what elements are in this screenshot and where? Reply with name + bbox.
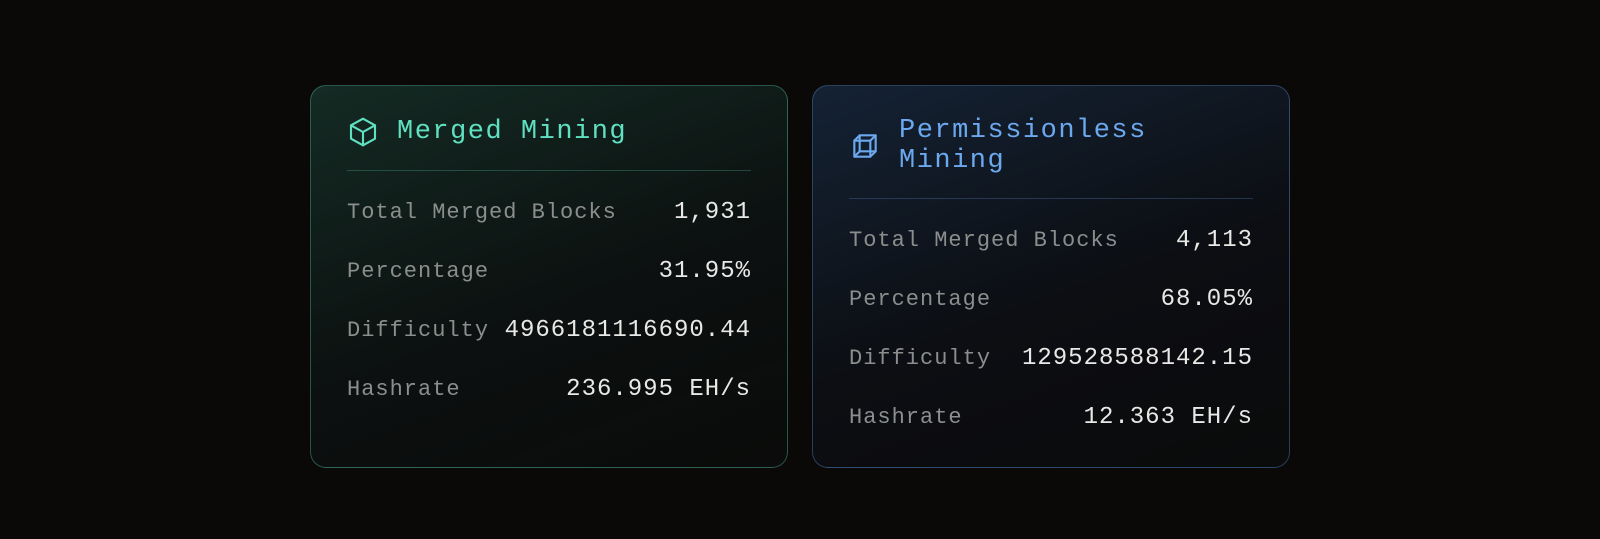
stat-label: Percentage (347, 259, 489, 284)
stat-label: Hashrate (347, 377, 461, 402)
stat-value: 129528588142.15 (1022, 345, 1253, 372)
card-body: Total Merged Blocks 1,931 Percentage 31.… (347, 171, 751, 403)
permissionless-mining-card: Permissionless Mining Total Merged Block… (812, 85, 1290, 468)
card-header: Permissionless Mining (849, 116, 1253, 199)
card-header: Merged Mining (347, 116, 751, 171)
stat-value: 12.363 EH/s (1084, 404, 1253, 431)
card-title: Permissionless Mining (899, 116, 1253, 176)
stat-value: 4966181116690.44 (505, 317, 751, 344)
stat-row-total-blocks: Total Merged Blocks 1,931 (347, 199, 751, 226)
cube-icon (347, 116, 379, 148)
card-title: Merged Mining (397, 117, 627, 147)
stat-row-hashrate: Hashrate 12.363 EH/s (849, 404, 1253, 431)
stat-label: Difficulty (347, 318, 489, 343)
wireframe-cube-icon (849, 130, 881, 162)
stat-row-difficulty: Difficulty 129528588142.15 (849, 345, 1253, 372)
stat-label: Total Merged Blocks (347, 200, 617, 225)
stat-label: Difficulty (849, 346, 991, 371)
card-body: Total Merged Blocks 4,113 Percentage 68.… (849, 199, 1253, 431)
stat-label: Hashrate (849, 405, 963, 430)
stat-value: 68.05% (1161, 286, 1253, 313)
stat-row-percentage: Percentage 31.95% (347, 258, 751, 285)
stat-label: Total Merged Blocks (849, 228, 1119, 253)
mining-stats-container: Merged Mining Total Merged Blocks 1,931 … (310, 85, 1290, 468)
stat-row-hashrate: Hashrate 236.995 EH/s (347, 376, 751, 403)
stat-value: 31.95% (659, 258, 751, 285)
stat-value: 1,931 (674, 199, 751, 226)
stat-row-percentage: Percentage 68.05% (849, 286, 1253, 313)
stat-value: 4,113 (1176, 227, 1253, 254)
stat-row-total-blocks: Total Merged Blocks 4,113 (849, 227, 1253, 254)
stat-row-difficulty: Difficulty 4966181116690.44 (347, 317, 751, 344)
merged-mining-card: Merged Mining Total Merged Blocks 1,931 … (310, 85, 788, 468)
stat-value: 236.995 EH/s (566, 376, 751, 403)
stat-label: Percentage (849, 287, 991, 312)
